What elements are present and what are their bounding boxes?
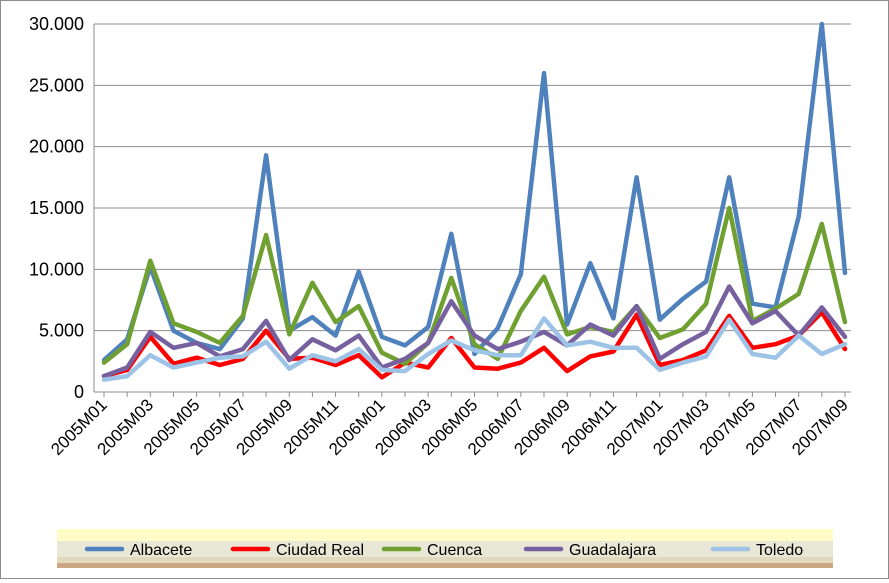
legend-band-top [57, 529, 833, 541]
y-tick-label: 25.000 [29, 75, 84, 95]
legend-band-bottom [57, 563, 833, 568]
y-tick-label: 30.000 [29, 14, 84, 34]
gridlines [94, 23, 851, 332]
legend-label: Cuenca [427, 542, 482, 559]
y-tick-label: 10.000 [29, 259, 84, 279]
series-line-ciudad-real [101, 310, 848, 380]
legend-label: Toledo [756, 542, 803, 559]
legend-items: Albacete Ciudad Real Cuenca Guadalajara Tole… [84, 542, 803, 559]
series-line-toledo [101, 316, 848, 382]
legend-label: Albacete [130, 542, 192, 559]
legend-band-middle [57, 541, 833, 557]
legend: Albacete Ciudad Real Cuenca Guadalajara Tole… [57, 529, 833, 568]
y-tick-label: 15.000 [29, 198, 84, 218]
series-line-guadalajara [101, 284, 848, 379]
legend-label: Ciudad Real [276, 542, 364, 559]
legend-band-lower [57, 557, 833, 563]
y-tick-label: 5.000 [39, 321, 84, 341]
series-lines [101, 21, 848, 382]
series-line-cuenca [101, 205, 848, 367]
legend-label: Guadalajara [569, 542, 656, 559]
y-axis: 0 5.000 10.000 15.000 20.000 25.000 30.000 [29, 14, 95, 402]
series-line-albacete [101, 21, 848, 363]
y-tick-label: 20.000 [29, 137, 84, 157]
y-tick-label: 0 [74, 382, 84, 402]
x-axis: 2005M012005M032005M052005M072005M092005M… [47, 391, 852, 459]
